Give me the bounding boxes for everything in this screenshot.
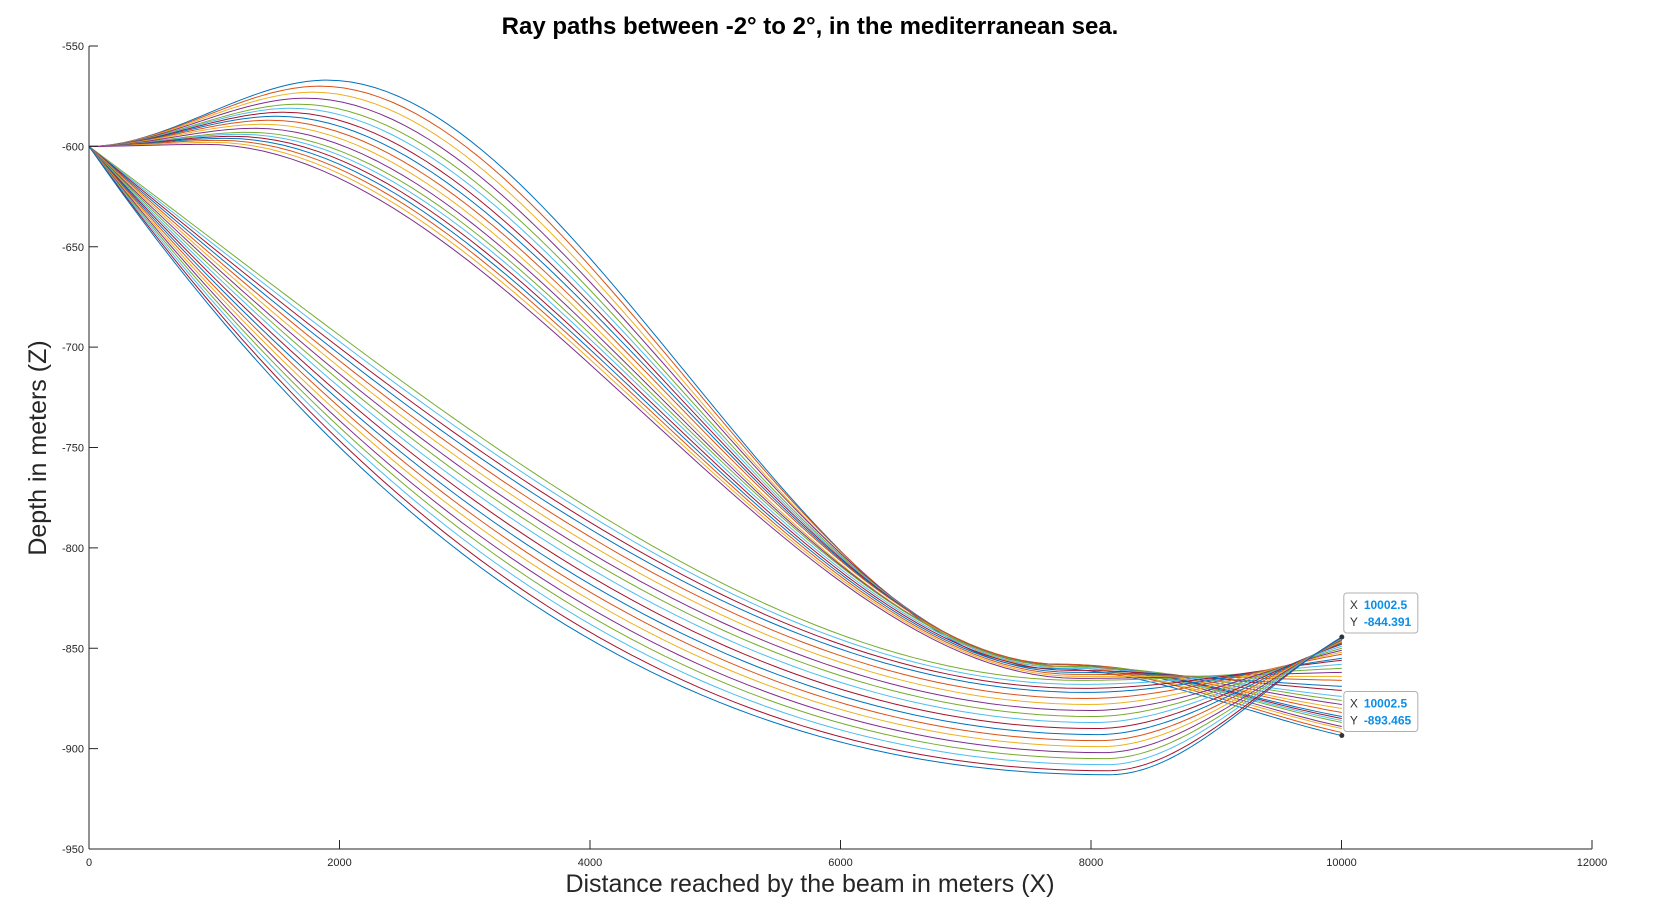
ray-path-line (88, 146, 1343, 748)
ray-path-line (88, 103, 1342, 724)
ray-path-line (88, 143, 1342, 679)
ray-path-line (88, 97, 1342, 728)
ray-path-line (88, 107, 1342, 722)
y-axis-label: Depth in meters (Z) (24, 340, 52, 555)
datatip-marker[interactable] (1339, 634, 1345, 640)
y-tick-label: -600 (62, 141, 84, 153)
ray-path-line (88, 146, 1342, 693)
ray-path-line (88, 111, 1342, 720)
y-tick-label: -700 (62, 342, 84, 354)
datatip-y-key: Y (1350, 615, 1358, 629)
x-tick-label: 12000 (1577, 857, 1608, 869)
x-tick-label: 8000 (1079, 857, 1103, 869)
datatip-x-value: 10002.5 (1364, 697, 1408, 711)
ray-path-line (88, 146, 1343, 772)
ray-path-line (88, 91, 1342, 730)
datatip-x-key: X (1350, 697, 1358, 711)
ray-path-line (88, 119, 1342, 713)
ray-path-line (88, 146, 1342, 699)
ray-path-line (88, 123, 1342, 709)
ray-path-line (88, 139, 1342, 681)
x-tick-label: 4000 (578, 857, 602, 869)
x-axis-label: Distance reached by the beam in meters (… (565, 870, 1054, 898)
ray-path-line (88, 145, 1342, 685)
datatip-y-value: -893.465 (1364, 714, 1412, 728)
x-tick-label: 6000 (828, 857, 852, 869)
ray-path-line (88, 146, 1343, 766)
y-tick-label: -650 (62, 242, 84, 254)
datatip-x-value: 10002.5 (1364, 598, 1408, 612)
datatip-box[interactable] (1343, 691, 1419, 733)
datatip-x-key: X (1350, 598, 1358, 612)
ray-path-line (88, 85, 1342, 734)
y-tick-label: -800 (62, 543, 84, 555)
ray-series-group (88, 79, 1343, 776)
y-tick-label: -900 (62, 744, 84, 756)
ray-path-line (88, 145, 1342, 689)
datatips-group: X 10002.5 Y -844.391 X 10002.5 Y -893.465 (1339, 592, 1419, 739)
ray-path-line (88, 146, 1342, 718)
y-tick-label: -550 (62, 41, 84, 53)
datatip-box[interactable] (1343, 592, 1419, 634)
axes-group: 0 2000 4000 6000 8000 10000 12000 -550 -600 -650 -… (62, 41, 1607, 869)
ray-path-line (88, 115, 1342, 717)
x-tick-label: 0 (86, 857, 92, 869)
datatip-y-key: Y (1350, 714, 1358, 728)
datatip-y-value: -844.391 (1364, 615, 1412, 629)
ray-path-line (88, 146, 1343, 742)
ray-path-line (88, 79, 1342, 737)
y-tick-label: -750 (62, 443, 84, 455)
datatip-marker[interactable] (1339, 733, 1345, 739)
ray-path-line (88, 146, 1342, 736)
ray-path-line (88, 146, 1342, 724)
y-tick-label: -950 (62, 844, 84, 856)
ray-path-line (88, 146, 1342, 705)
ray-path-line (88, 146, 1343, 776)
ray-path-line (88, 131, 1342, 701)
chart-title: Ray paths between -2° to 2°, in the medi… (502, 13, 1119, 40)
x-tick-label: 10000 (1326, 857, 1357, 869)
y-tick-label: -850 (62, 643, 84, 655)
ray-path-line (88, 146, 1342, 711)
ray-path-line (88, 146, 1343, 760)
ray-path-line (88, 146, 1343, 754)
ray-path-line (88, 146, 1342, 730)
x-tick-label: 2000 (327, 857, 351, 869)
ray-path-line (88, 127, 1342, 705)
